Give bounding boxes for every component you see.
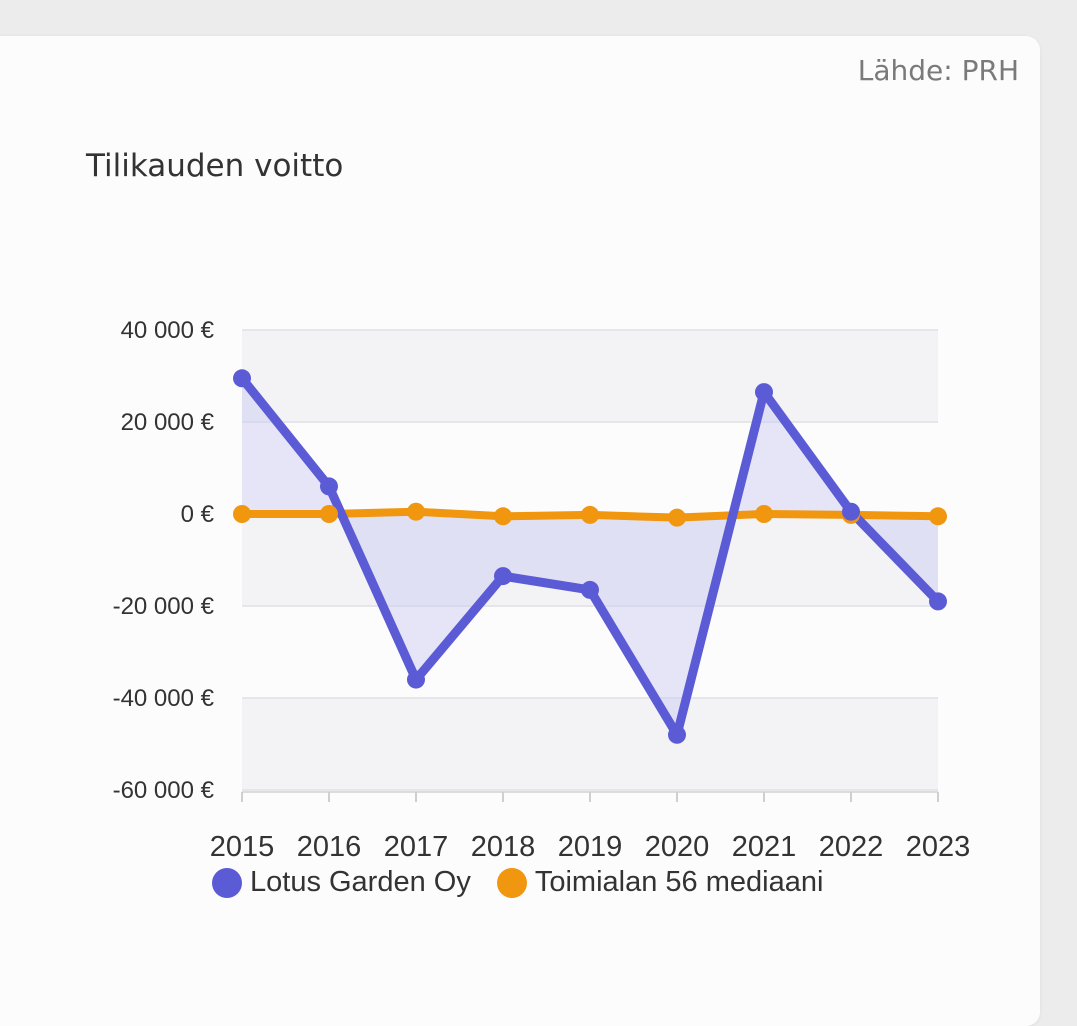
x-tick-label: 2023 xyxy=(906,831,971,863)
median-point xyxy=(755,505,773,523)
chart-band xyxy=(242,698,938,790)
y-tick-label: -40 000 € xyxy=(113,685,215,712)
company-point xyxy=(494,567,512,586)
x-tick-label: 2018 xyxy=(471,831,536,863)
median-point xyxy=(581,505,599,524)
company-point xyxy=(233,369,251,388)
source-label: Lähde: PRH xyxy=(857,54,1019,87)
x-tick-label: 2020 xyxy=(645,831,710,863)
x-tick-label: 2017 xyxy=(384,831,449,863)
company-point xyxy=(581,580,599,599)
legend-label-company: Lotus Garden Oy xyxy=(250,866,471,898)
x-tick-label: 2021 xyxy=(732,831,797,863)
median-point xyxy=(494,507,512,526)
company-point xyxy=(842,502,860,521)
legend-item-company[interactable]: Lotus Garden Oy xyxy=(212,866,471,899)
median-point xyxy=(233,505,251,523)
company-point xyxy=(755,383,773,402)
chart-title: Tilikauden voitto xyxy=(86,148,344,184)
x-tick-label: 2019 xyxy=(558,831,623,863)
y-tick-label: 0 € xyxy=(181,501,215,528)
y-tick-label: 20 000 € xyxy=(121,409,215,436)
company-point xyxy=(407,670,425,689)
median-point xyxy=(407,502,425,521)
x-tick-label: 2022 xyxy=(819,831,884,863)
legend-item-median[interactable]: Toimialan 56 mediaani xyxy=(496,866,824,899)
legend-dot-median xyxy=(496,867,527,898)
y-tick-label: -60 000 € xyxy=(113,777,215,804)
company-area xyxy=(242,378,938,735)
x-tick-label: 2015 xyxy=(210,831,275,863)
legend-label-median: Toimialan 56 mediaani xyxy=(534,866,824,898)
series-area xyxy=(242,378,938,735)
company-point xyxy=(929,592,947,611)
median-point xyxy=(929,507,947,526)
y-tick-label: 40 000 € xyxy=(121,317,215,344)
company-point xyxy=(668,725,686,744)
y-axis-ticks: 40 000 € 20 000 € 0 € -20 000 € -40 000 € -60… xyxy=(113,317,215,804)
median-point xyxy=(320,505,338,523)
company-point xyxy=(320,477,338,496)
x-axis: 2015 2016 2017 2018 2019 2020 2021 2022 2023 xyxy=(210,791,971,863)
chart-band xyxy=(242,330,938,422)
y-tick-label: -20 000 € xyxy=(113,593,215,620)
x-tick-label: 2016 xyxy=(297,831,362,863)
legend: Lotus Garden Oy Toimialan 56 mediaani xyxy=(212,866,849,899)
median-point xyxy=(668,508,686,527)
series-points xyxy=(233,369,947,744)
legend-dot-company xyxy=(212,867,242,898)
profit-line-chart: 40 000 € 20 000 € 0 € -20 000 € -40 000 € -60… xyxy=(113,317,971,863)
